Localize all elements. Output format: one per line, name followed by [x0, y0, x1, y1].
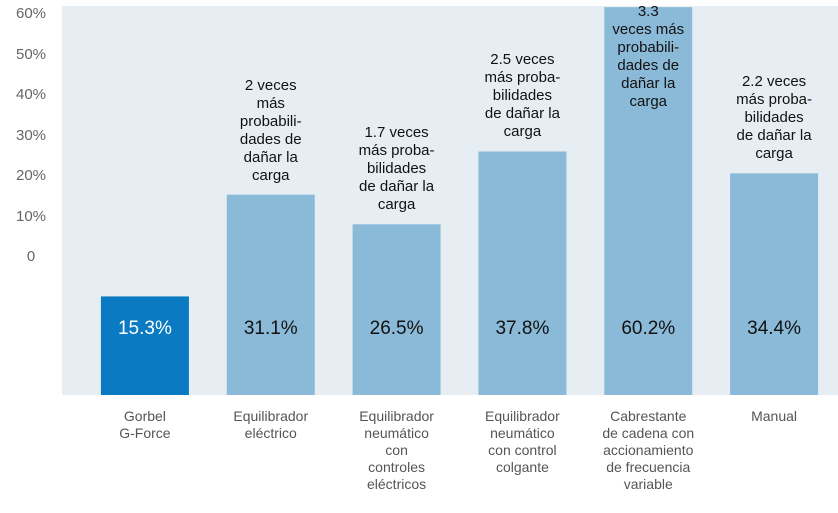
bar: [604, 7, 693, 395]
bar: [226, 194, 315, 395]
bar: [352, 224, 441, 395]
value-label: 37.8%: [495, 318, 550, 339]
x-tick-label: Cabrestante de cadena con accionamiento …: [602, 408, 695, 492]
value-label: 15.3%: [117, 318, 172, 339]
annotation: 3.3 veces más probabili- dades de dañar …: [612, 3, 685, 111]
plot-background: [62, 6, 838, 395]
y-tick-label: 60%: [15, 5, 47, 23]
annotation: 1.7 veces más proba- bilidades de dañar …: [358, 124, 435, 214]
y-tick-label: 40%: [15, 86, 47, 104]
annotation: 2.2 veces más proba- bilidades de dañar …: [736, 73, 813, 163]
value-label: 34.4%: [747, 318, 802, 339]
y-tick-label: 10%: [15, 207, 47, 225]
bar: [730, 173, 819, 395]
y-tick-label: 0: [26, 248, 36, 266]
y-tick-label: 30%: [15, 126, 47, 144]
x-tick-label: Equilibrador neumático con control colga…: [485, 408, 560, 475]
annotation: 2.5 veces más proba- bilidades de dañar …: [484, 51, 561, 141]
x-tick-label: Equilibrador eléctrico: [233, 408, 309, 441]
bar: [478, 151, 567, 395]
x-tick-label: Manual: [751, 408, 798, 424]
value-label: 60.2%: [621, 318, 676, 339]
value-label: 26.5%: [369, 318, 424, 339]
bar: [100, 296, 189, 395]
y-tick-label: 20%: [15, 167, 47, 185]
value-label: 31.1%: [243, 318, 298, 339]
x-tick-label: Equilibrador neumático con controles elé…: [359, 408, 434, 492]
x-tick-label: Gorbel G-Force: [119, 408, 171, 441]
annotation: 2 veces más probabili- dades de dañar la…: [239, 76, 302, 184]
y-tick-label: 50%: [15, 45, 47, 63]
